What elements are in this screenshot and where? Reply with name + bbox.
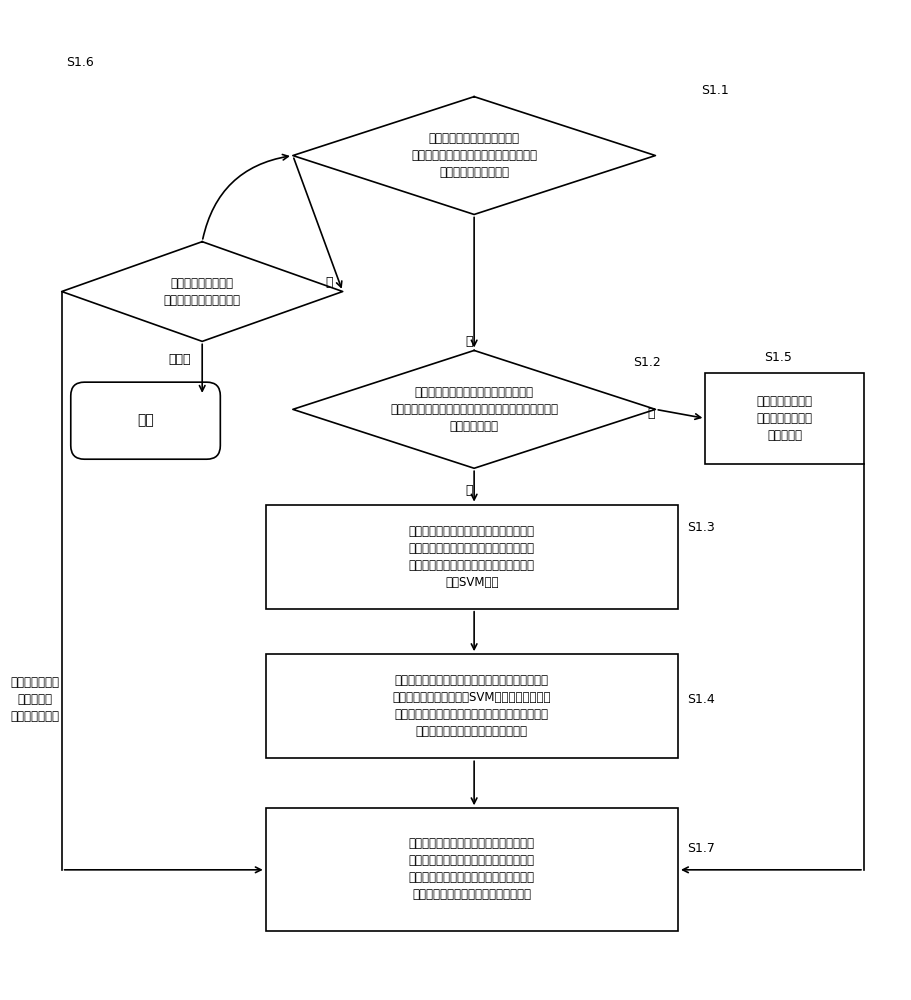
Text: S1.7: S1.7 bbox=[686, 842, 714, 855]
Text: S1.2: S1.2 bbox=[632, 356, 660, 369]
Text: 包含时，保留经
纬度异常的
酒店的商圈属性: 包含时，保留经 纬度异常的 酒店的商圈属性 bbox=[10, 676, 59, 723]
Text: 结束: 结束 bbox=[137, 414, 154, 428]
FancyBboxPatch shape bbox=[71, 382, 220, 459]
Text: 否: 否 bbox=[466, 335, 473, 348]
Text: S1.4: S1.4 bbox=[686, 693, 714, 706]
Text: 将所有商圈中的每个酒店的经纬度信息、商圈属性
、历史销售量信息输入至SVM模型，获取对应的
酒店修正后的商圈属性，将具有相同修正后的商圈
属性的酒店形成对应的修: 将所有商圈中的每个酒店的经纬度信息、商圈属性 、历史销售量信息输入至SVM模型，… bbox=[392, 674, 550, 738]
Text: 保留位置特殊商圈
作为该城市的一个
修正的商圈: 保留位置特殊商圈 作为该城市的一个 修正的商圈 bbox=[756, 395, 812, 442]
Text: 判断每个经纬度异常
的酒店是否含有商圈属性: 判断每个经纬度异常 的酒店是否含有商圈属性 bbox=[163, 277, 241, 307]
Text: 不包含: 不包含 bbox=[169, 353, 190, 366]
Text: 将每个经纬度异常的酒店根据其商圈属性
，划分至对应的修正后的商圈内；将所有
修正后的商圈及每个修正后的商圈内对应
的所有酒店形成修正后商圈的酒店列表: 将每个经纬度异常的酒店根据其商圈属性 ，划分至对应的修正后的商圈内；将所有 修正… bbox=[408, 837, 534, 901]
Text: S1.6: S1.6 bbox=[67, 56, 94, 69]
Text: 是: 是 bbox=[647, 407, 654, 420]
Text: 将具有相同商圈属性的多个经纬度正常
的酒店形成对应的商圈，判断同一个城市的多个商圈中
是否存在小商圈: 将具有相同商圈属性的多个经纬度正常 的酒店形成对应的商圈，判断同一个城市的多个商… bbox=[390, 386, 558, 433]
Bar bbox=[265, 505, 678, 609]
Text: S1.1: S1.1 bbox=[700, 84, 728, 97]
Bar bbox=[265, 808, 678, 931]
Text: 计算获取每个商圈的多个样本酒店，并将
该城市的每个样本酒店的经纬度信息、商
圈属性、历史销售量信息作为训练集，并
建立SVM模型: 计算获取每个商圈的多个样本酒店，并将 该城市的每个样本酒店的经纬度信息、商 圈属… bbox=[408, 525, 534, 589]
Bar bbox=[265, 654, 678, 758]
Text: 根据每个酒店的经纬度信息，
判断是否存在经纬度信息与城市属性不匹
配的经纬度异常的酒店: 根据每个酒店的经纬度信息， 判断是否存在经纬度信息与城市属性不匹 配的经纬度异常… bbox=[411, 132, 537, 179]
Bar bbox=[704, 373, 863, 464]
Text: S1.5: S1.5 bbox=[763, 351, 791, 364]
Text: 是: 是 bbox=[325, 276, 333, 289]
Text: 否: 否 bbox=[466, 484, 473, 497]
Text: S1.3: S1.3 bbox=[686, 521, 714, 534]
